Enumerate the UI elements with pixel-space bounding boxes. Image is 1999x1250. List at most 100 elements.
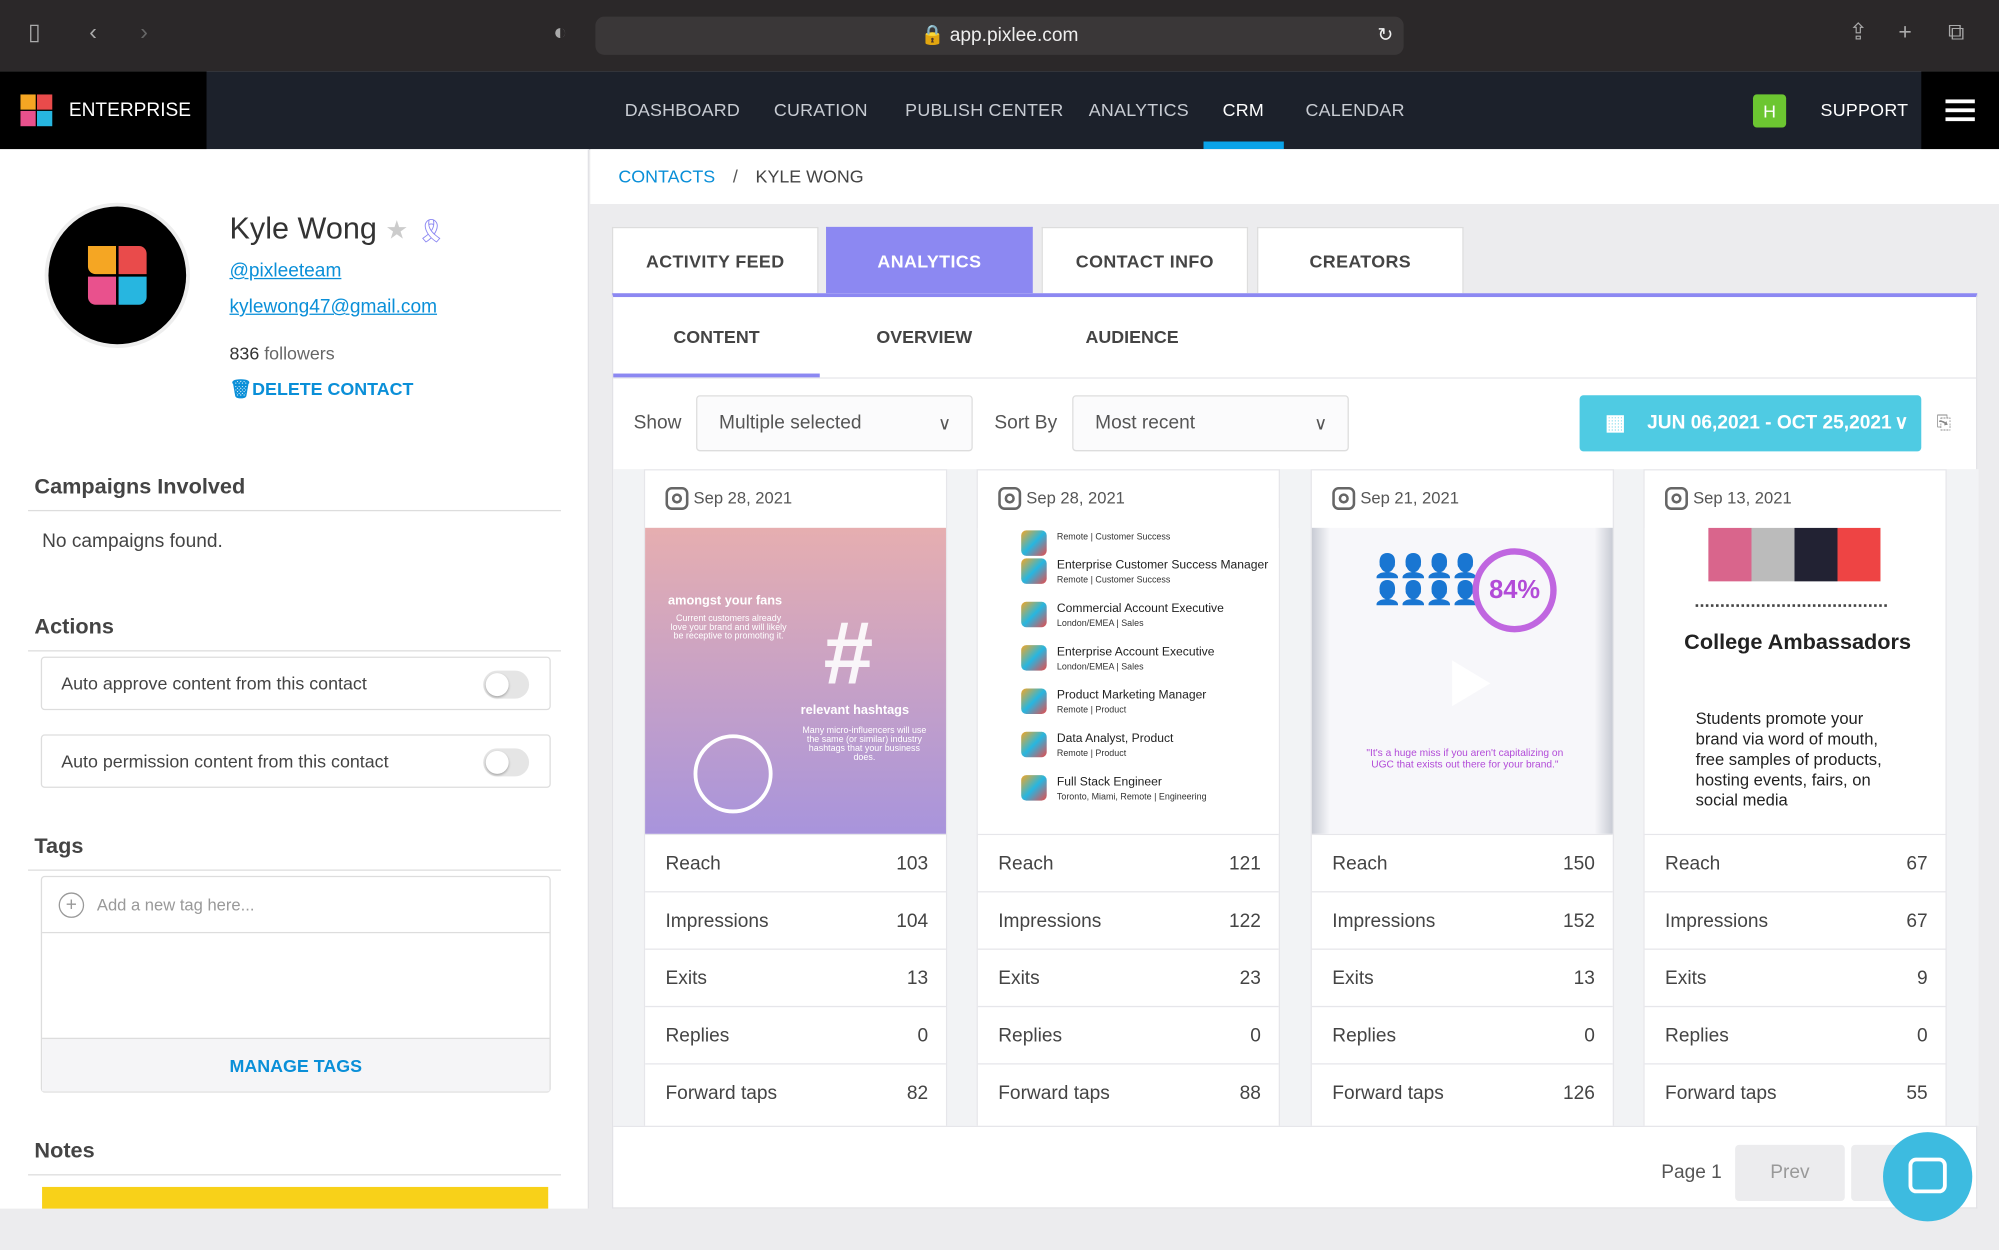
metric-row: Replies 0 xyxy=(1311,1005,1613,1063)
content-image[interactable]: College Ambassadors Students promote you… xyxy=(1644,527,1946,834)
chevron-down-icon: ∨ xyxy=(938,413,952,434)
content-image[interactable]: 👤👤👤👤 👤👤👤👤 84% "It's a huge miss if you ar… xyxy=(1311,527,1613,834)
nav-dashboard[interactable]: DASHBOARD xyxy=(624,99,741,120)
chat-button[interactable] xyxy=(1883,1132,1973,1222)
shield-icon[interactable]: ◐ xyxy=(553,19,568,45)
contact-avatar xyxy=(48,206,187,345)
card-date: Sep 21, 2021 xyxy=(1360,488,1459,508)
metric-label: Impressions xyxy=(1665,909,1769,932)
trash-icon: 🗑 xyxy=(229,378,253,400)
metric-value: 13 xyxy=(1573,967,1595,989)
metric-value: 82 xyxy=(906,1081,929,1104)
content-card[interactable]: Sep 28, 2021 Remote | Customer Success Ent… xyxy=(976,469,1280,1126)
metric-label: Replies xyxy=(665,1024,730,1047)
date-range-button[interactable]: ▦ JUN 06,2021 - OCT 25,2021 ∨ xyxy=(1579,395,1922,452)
nav-publish-center[interactable]: PUBLISH CENTER xyxy=(905,99,1064,120)
tag-input[interactable]: + Add a new tag here... xyxy=(42,877,550,934)
manage-tags-button[interactable]: MANAGE TAGS xyxy=(42,1037,550,1092)
nav-crm[interactable]: CRM xyxy=(1222,99,1265,120)
auto-permission-row: Auto permission content from this contac… xyxy=(40,734,551,788)
hamburger-menu-icon[interactable] xyxy=(1921,71,1999,150)
tab-analytics[interactable]: ANALYTICS xyxy=(826,226,1033,294)
content-card[interactable]: Sep 13, 2021 College Ambassadors Student… xyxy=(1643,469,1947,1126)
metric-label: Impressions xyxy=(1332,909,1436,932)
metric-row: Exits 13 xyxy=(1311,948,1613,1006)
nav-curation[interactable]: CURATION xyxy=(773,99,868,120)
brand[interactable]: ENTERPRISE xyxy=(0,71,207,150)
page-indicator: Page 1 xyxy=(1661,1161,1722,1184)
address-bar[interactable]: 🔒 app.pixlee.com ↻ xyxy=(595,16,1404,55)
metric-row: Impressions 104 xyxy=(645,891,946,948)
contact-name: Kyle Wong ★ 🎗 xyxy=(229,211,446,247)
metric-value: 0 xyxy=(1250,1024,1261,1047)
notes-bar[interactable] xyxy=(42,1186,549,1209)
share-icon[interactable]: ⇪ xyxy=(1848,19,1868,45)
card-header: Sep 21, 2021 xyxy=(1312,470,1613,527)
tags-box: + Add a new tag here... MANAGE TAGS xyxy=(40,875,551,1093)
content-image[interactable]: amongst your fans Current customers alre… xyxy=(645,527,946,834)
metric-label: Forward taps xyxy=(665,1081,778,1104)
metric-value: 23 xyxy=(1239,967,1261,989)
metric-value: 0 xyxy=(1917,1024,1928,1047)
compass-icon xyxy=(693,734,773,814)
hashtag-icon: # xyxy=(823,603,874,703)
tags-heading: Tags xyxy=(28,834,561,871)
analytics-panel: CONTENT OVERVIEW AUDIENCE Show Multiple … xyxy=(611,293,1979,1209)
metric-label: Impressions xyxy=(998,909,1102,932)
subtab-content[interactable]: CONTENT xyxy=(613,297,820,378)
metric-value: 103 xyxy=(896,852,929,874)
nav-support[interactable]: SUPPORT xyxy=(1820,99,1909,120)
star-icon[interactable]: ★ xyxy=(385,216,409,245)
metric-label: Forward taps xyxy=(998,1081,1110,1104)
metric-row: Reach 150 xyxy=(1311,833,1613,891)
new-tab-icon[interactable]: + xyxy=(1898,19,1912,45)
instagram-icon xyxy=(998,487,1022,510)
contact-email-link[interactable]: kylewong47@gmail.com xyxy=(229,295,438,318)
metric-value: 67 xyxy=(1906,909,1928,932)
tabs-icon[interactable]: ⧉ xyxy=(1948,19,1965,45)
metric-value: 152 xyxy=(1562,909,1595,932)
delete-contact-button[interactable]: 🗑DELETE CONTACT xyxy=(229,378,414,400)
forward-icon[interactable]: › xyxy=(140,19,148,45)
metric-row: Forward taps 126 xyxy=(1311,1063,1613,1120)
metric-value: 150 xyxy=(1562,852,1595,874)
content-card[interactable]: Sep 21, 2021 👤👤👤👤 👤👤👤👤 84% "It's a huge m… xyxy=(1310,469,1615,1126)
nav-analytics[interactable]: ANALYTICS xyxy=(1088,99,1189,120)
auto-approve-toggle[interactable] xyxy=(483,670,530,699)
sort-label: Sort By xyxy=(994,411,1058,434)
metric-row: Forward taps 88 xyxy=(977,1063,1279,1120)
content-card[interactable]: Sep 28, 2021 amongst your fans Current c… xyxy=(643,469,948,1126)
metric-label: Replies xyxy=(1665,1024,1729,1047)
metric-row: Reach 67 xyxy=(1644,833,1946,891)
nav-calendar[interactable]: CALENDAR xyxy=(1305,99,1405,120)
tab-creators[interactable]: CREATORS xyxy=(1257,226,1464,294)
contact-handle-link[interactable]: @pixleeteam xyxy=(229,260,342,282)
chevron-down-icon: ∨ xyxy=(1894,411,1909,434)
tab-contact-info[interactable]: CONTACT INFO xyxy=(1041,226,1249,294)
back-icon[interactable]: ‹ xyxy=(89,19,97,45)
content-image[interactable]: Remote | Customer Success Enterprise Cust… xyxy=(977,527,1279,834)
breadcrumb-contacts[interactable]: CONTACTS xyxy=(618,165,716,187)
metric-label: Exits xyxy=(665,967,707,989)
tab-activity-feed[interactable]: ACTIVITY FEED xyxy=(611,226,819,294)
app-navbar: ENTERPRISE DASHBOARD CURATION PUBLISH CE… xyxy=(0,71,1999,150)
export-icon[interactable]: ⎘ xyxy=(1936,411,1951,433)
reload-icon[interactable]: ↻ xyxy=(1377,24,1394,46)
show-select[interactable]: Multiple selected ∨ xyxy=(696,395,973,452)
metric-row: Forward taps 82 xyxy=(645,1063,946,1120)
campaigns-empty: No campaigns found. xyxy=(42,530,223,553)
metric-value: 122 xyxy=(1228,909,1261,932)
metric-label: Replies xyxy=(998,1024,1063,1047)
auto-permission-toggle[interactable] xyxy=(483,748,530,777)
sort-select[interactable]: Most recent ∨ xyxy=(1072,395,1349,452)
subtab-audience[interactable]: AUDIENCE xyxy=(1085,326,1179,347)
metric-value: 0 xyxy=(1584,1024,1595,1047)
prev-button[interactable]: Prev xyxy=(1735,1144,1845,1201)
card-header: Sep 13, 2021 xyxy=(1645,470,1946,527)
sidebar-icon[interactable]: ▯ xyxy=(28,19,41,45)
subtab-overview[interactable]: OVERVIEW xyxy=(876,326,973,347)
metric-row: Replies 0 xyxy=(1644,1005,1946,1063)
user-avatar[interactable]: H xyxy=(1752,94,1787,128)
metric-row: Exits 9 xyxy=(1644,948,1946,1006)
metric-row: Forward taps 55 xyxy=(1644,1063,1946,1120)
